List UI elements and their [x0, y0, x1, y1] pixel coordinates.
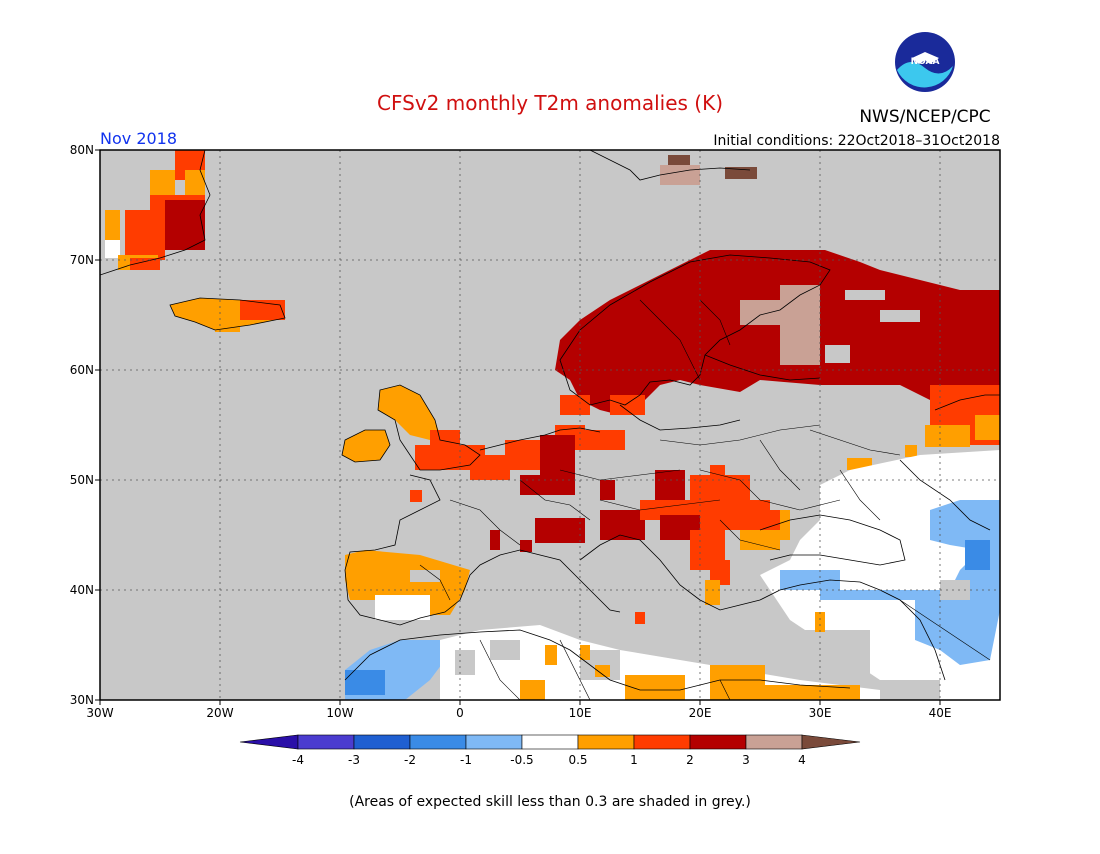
anomaly-svalbard — [660, 155, 757, 185]
anomaly-layer — [100, 150, 1000, 700]
colorbar-label: -4 — [292, 753, 304, 767]
lon-tick-label: 10E — [569, 706, 592, 720]
colorbar-bin — [577, 734, 635, 750]
colorbar-label: 3 — [742, 753, 750, 767]
country-borders — [419, 299, 991, 700]
anomaly-greenland — [105, 150, 205, 270]
colorbar-label: -1 — [460, 753, 472, 767]
lon-tick-label: 30W — [86, 706, 113, 720]
lat-tick-labels: 80N 70N 60N 50N 40N 30N — [70, 143, 100, 707]
colorbar-label: 2 — [686, 753, 694, 767]
logo-text: NOAA — [911, 57, 940, 67]
grid-lines — [100, 150, 1000, 700]
lat-tick-label: 60N — [70, 363, 94, 377]
noaa-logo: NOAA — [895, 32, 955, 92]
lon-tick-label: 40E — [929, 706, 952, 720]
lon-tick-label: 20W — [206, 706, 233, 720]
lon-tick-labels: 30W 20W 10W 0 10E 20E 30E 40E — [86, 700, 951, 720]
colorbar-bin — [465, 734, 523, 750]
lon-tick-label: 30E — [809, 706, 832, 720]
colorbar-label: -3 — [348, 753, 360, 767]
colorbar-bin — [353, 734, 411, 750]
agency-label: NWS/NCEP/CPC — [859, 107, 990, 127]
footnote: (Areas of expected skill less than 0.3 a… — [349, 794, 751, 810]
colorbar-label: -2 — [404, 753, 416, 767]
colorbar-bin — [409, 734, 467, 750]
colorbar-label: 4 — [798, 753, 806, 767]
colorbar-bin — [297, 734, 355, 750]
lon-tick-label: 20E — [689, 706, 712, 720]
colorbar-label: 1 — [630, 753, 638, 767]
lon-tick-label: 0 — [456, 706, 464, 720]
colorbar-bin — [521, 734, 579, 750]
colorbar-low-extension — [239, 734, 299, 750]
initial-conditions: Initial conditions: 22Oct2018–31Oct2018 — [713, 133, 1000, 149]
colorbar-label: -0.5 — [510, 753, 533, 767]
colorbar-high-extension — [801, 734, 861, 750]
anomaly-iberia — [345, 550, 470, 620]
map-title: CFSv2 monthly T2m anomalies (K) — [377, 91, 723, 115]
lat-tick-label: 70N — [70, 253, 94, 267]
month-label: Nov 2018 — [100, 129, 177, 148]
colorbar-bin — [633, 734, 691, 750]
lon-tick-label: 10W — [326, 706, 353, 720]
map-frame — [99, 149, 1001, 701]
anomaly-iceland — [170, 298, 285, 332]
colorbar-bin — [689, 734, 747, 750]
colorbar-bin — [745, 734, 803, 750]
lat-tick-label: 80N — [70, 143, 94, 157]
lat-tick-label: 30N — [70, 693, 94, 707]
lat-tick-label: 40N — [70, 583, 94, 597]
colorbar: -4 -3 -2 -1 -0.5 0.5 1 2 3 4 — [239, 734, 861, 767]
coastlines — [100, 150, 1000, 691]
anomaly-central-europe — [410, 430, 917, 624]
lat-tick-label: 50N — [70, 473, 94, 487]
colorbar-label: 0.5 — [568, 753, 587, 767]
